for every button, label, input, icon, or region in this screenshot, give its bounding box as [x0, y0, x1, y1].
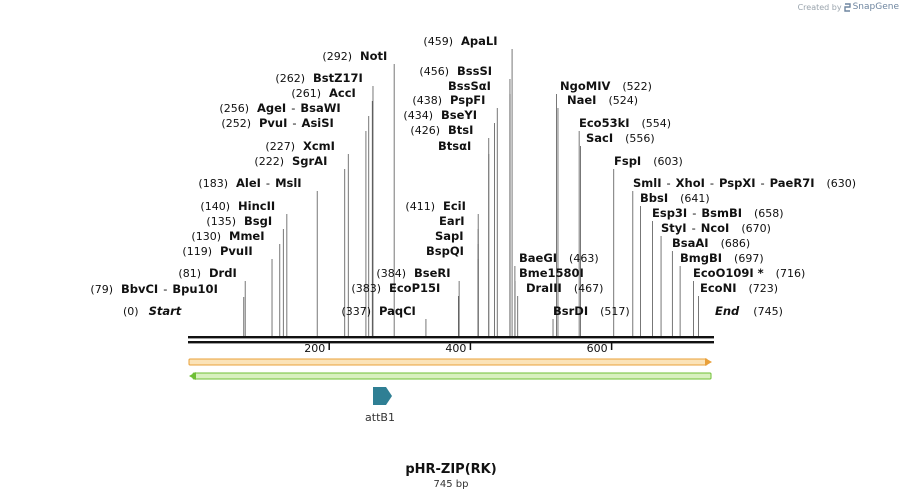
enzyme-site-label[interactable]: FspI (603)	[614, 154, 683, 168]
enzyme-site-label[interactable]: Eco53kI (554)	[579, 116, 671, 130]
attb1-feature-label: attB1	[365, 411, 395, 424]
plasmid-name: pHR-ZIP(RK)	[405, 462, 496, 477]
enzyme-site-label[interactable]: (383) EcoP15I	[351, 281, 440, 295]
enzyme-site-label[interactable]: (140) HincII	[200, 199, 275, 213]
leader-lines	[243, 49, 699, 336]
dna-backbone	[188, 336, 714, 344]
plasmid-size: 745 bp	[434, 479, 469, 490]
enzyme-site-label[interactable]: EarI	[439, 214, 465, 228]
enzyme-site-label[interactable]: BmgBI (697)	[680, 251, 764, 265]
site-labels: (0) Start (79) BbvCI - Bpu10I (81) DrdI (119) Pvu…	[90, 34, 856, 318]
enzyme-site-label[interactable]: Esp3I - BsmBI (658)	[652, 206, 784, 220]
enzyme-site-label[interactable]: (135) BsgI	[206, 214, 272, 228]
enzyme-site-label[interactable]: (79) BbvCI - Bpu10I	[90, 282, 217, 296]
strand-top-arrow	[188, 358, 712, 366]
enzyme-site-label[interactable]: (292) NotI	[322, 49, 387, 63]
ruler-tick-label: 200	[304, 342, 325, 355]
enzyme-site-label[interactable]: BsaAI (686)	[672, 236, 750, 250]
enzyme-site-label[interactable]: (183) AleI - MslI	[198, 176, 301, 190]
credit-prefix: Created by	[797, 2, 842, 12]
enzyme-site-label[interactable]: (438) PspFI	[412, 93, 485, 107]
snapgene-credit: Created by SnapGene	[798, 2, 899, 12]
enzyme-site-label[interactable]: EcoO109I * (716)	[693, 266, 805, 280]
enzyme-site-label[interactable]: (81) DrdI	[178, 266, 236, 280]
enzyme-site-label[interactable]: BsrDI (517)	[553, 304, 630, 318]
ruler: 200 400 600	[304, 342, 613, 355]
enzyme-site-label[interactable]: SmlI - XhoI - PspXI - PaeR7I (630)	[633, 176, 856, 190]
enzyme-site-label[interactable]: (119) PvuII	[182, 244, 252, 258]
enzyme-site-label[interactable]: (130) MmeI	[191, 229, 264, 243]
enzyme-site-label[interactable]: DraIII (467)	[526, 281, 603, 295]
ruler-tick-label: 400	[445, 342, 466, 355]
enzyme-site-label[interactable]: (252) PvuI - AsiSI	[221, 116, 333, 130]
ruler-tick-label: 600	[587, 342, 608, 355]
start-label[interactable]: (0) Start	[123, 304, 182, 318]
strand-bottom-arrow	[189, 372, 712, 380]
enzyme-site-label[interactable]: SacI (556)	[586, 131, 655, 145]
enzyme-site-label[interactable]: (459) ApaLI	[423, 34, 497, 48]
enzyme-site-label[interactable]: (256) AgeI - BsaWI	[219, 101, 340, 115]
snapgene-logo-icon	[843, 2, 851, 12]
enzyme-site-label[interactable]: (261) AccI	[291, 86, 355, 100]
enzyme-site-label[interactable]: BbsI (641)	[640, 191, 710, 205]
enzyme-site-label[interactable]: Bme1580I	[519, 266, 584, 280]
enzyme-site-label[interactable]: BssSαI	[448, 79, 491, 93]
enzyme-site-label[interactable]: (227) XcmI	[265, 139, 335, 153]
enzyme-site-label[interactable]: NgoMIV (522)	[560, 79, 652, 93]
enzyme-site-label[interactable]: StyI - NcoI (670)	[661, 221, 771, 235]
enzyme-site-label[interactable]: (411) EciI	[405, 199, 466, 213]
enzyme-site-label[interactable]: (426) BtsI	[410, 123, 473, 137]
enzyme-site-label[interactable]: BtsαI	[438, 139, 471, 153]
enzyme-site-label[interactable]: (337) PaqCI	[341, 304, 415, 318]
end-label[interactable]: End (745)	[715, 304, 783, 318]
credit-brand: SnapGene	[852, 2, 899, 12]
enzyme-site-label[interactable]: SapI	[435, 229, 464, 243]
enzyme-site-label[interactable]: (434) BseYI	[403, 108, 477, 122]
enzyme-site-label[interactable]: NaeI (524)	[567, 93, 638, 107]
enzyme-site-label[interactable]: BspQI	[426, 244, 464, 258]
enzyme-site-label[interactable]: (384) BseRI	[376, 266, 450, 280]
attb1-feature-arrow[interactable]	[373, 387, 392, 405]
enzyme-site-label[interactable]: EcoNI (723)	[700, 281, 778, 295]
enzyme-site-label[interactable]: (222) SgrAI	[254, 154, 327, 168]
enzyme-site-label[interactable]: BaeGI (463)	[519, 251, 599, 265]
enzyme-site-label[interactable]: (262) BstZ17I	[275, 71, 362, 85]
enzyme-site-label[interactable]: (456) BssSI	[419, 64, 492, 78]
